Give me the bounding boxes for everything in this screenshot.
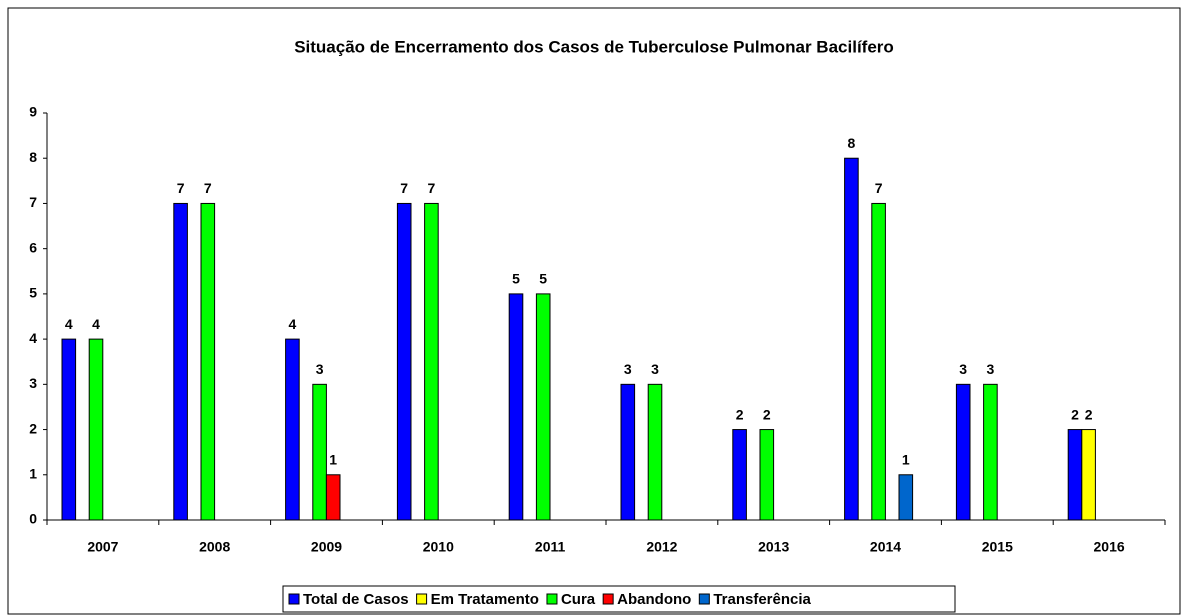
legend-label: Total de Casos bbox=[303, 591, 409, 608]
legend-label: Transferência bbox=[713, 591, 811, 608]
data-label: 3 bbox=[651, 361, 659, 377]
y-tick-label: 3 bbox=[29, 375, 37, 391]
legend-swatch bbox=[546, 593, 558, 605]
x-tick-label: 2012 bbox=[646, 539, 677, 555]
legend-box bbox=[282, 585, 956, 613]
x-tick-label: 2016 bbox=[1094, 539, 1125, 555]
legend-label: Cura bbox=[561, 591, 596, 608]
data-label: 7 bbox=[204, 180, 212, 196]
chart-title: Situação de Encerramento dos Casos de Tu… bbox=[294, 37, 894, 56]
bar bbox=[955, 383, 971, 521]
data-label: 7 bbox=[177, 180, 185, 196]
x-tick-label: 2008 bbox=[199, 539, 230, 555]
data-label: 8 bbox=[848, 135, 856, 151]
bar bbox=[61, 338, 77, 521]
data-label: 2 bbox=[1071, 406, 1079, 422]
data-label: 4 bbox=[92, 316, 100, 332]
data-label: 1 bbox=[902, 451, 910, 467]
legend-swatch bbox=[698, 593, 710, 605]
data-label: 5 bbox=[512, 271, 520, 287]
legend-swatch bbox=[288, 593, 300, 605]
x-tick-label: 2010 bbox=[423, 539, 454, 555]
bar bbox=[173, 202, 188, 521]
bar bbox=[325, 474, 341, 521]
bar bbox=[200, 202, 216, 521]
y-tick-label: 1 bbox=[29, 465, 37, 481]
data-label: 1 bbox=[329, 451, 337, 467]
bar bbox=[285, 338, 300, 521]
data-label: 3 bbox=[624, 361, 632, 377]
bar bbox=[620, 383, 636, 521]
bar bbox=[983, 383, 998, 521]
bar bbox=[535, 293, 551, 521]
bar bbox=[871, 202, 886, 521]
bar bbox=[732, 429, 747, 521]
bar bbox=[844, 157, 859, 521]
y-tick-label: 0 bbox=[29, 511, 37, 527]
bar bbox=[647, 383, 663, 521]
y-tick-label: 9 bbox=[29, 104, 37, 120]
bar bbox=[396, 202, 412, 521]
data-label: 7 bbox=[875, 180, 883, 196]
bar bbox=[508, 293, 524, 521]
data-label: 5 bbox=[539, 271, 547, 287]
legend-swatch bbox=[416, 593, 428, 605]
data-label: 2 bbox=[1085, 406, 1093, 422]
data-label: 3 bbox=[987, 361, 995, 377]
data-label: 2 bbox=[736, 406, 744, 422]
data-label: 4 bbox=[65, 316, 73, 332]
legend-label: Em Tratamento bbox=[431, 591, 539, 608]
bar bbox=[898, 474, 914, 521]
legend-swatch bbox=[602, 593, 614, 605]
y-tick-label: 4 bbox=[29, 330, 37, 346]
x-tick-label: 2007 bbox=[87, 539, 118, 555]
bar bbox=[1067, 429, 1083, 521]
x-tick-label: 2009 bbox=[311, 539, 342, 555]
x-tick-label: 2013 bbox=[758, 539, 789, 555]
data-label: 2 bbox=[763, 406, 771, 422]
x-tick-label: 2014 bbox=[870, 539, 901, 555]
x-tick-label: 2011 bbox=[535, 539, 566, 555]
legend-label: Abandono bbox=[617, 591, 691, 608]
bar bbox=[312, 383, 327, 521]
bar bbox=[759, 429, 775, 521]
y-tick-label: 5 bbox=[29, 285, 37, 301]
data-label: 7 bbox=[400, 180, 408, 196]
bar bbox=[424, 202, 439, 521]
x-tick-label: 2015 bbox=[982, 539, 1013, 555]
data-label: 4 bbox=[289, 316, 297, 332]
y-tick-label: 8 bbox=[29, 149, 37, 165]
data-label: 3 bbox=[316, 361, 324, 377]
y-tick-label: 7 bbox=[29, 194, 37, 210]
y-tick-label: 2 bbox=[29, 420, 37, 436]
bar bbox=[88, 338, 104, 521]
y-tick-label: 6 bbox=[29, 239, 37, 255]
data-label: 7 bbox=[428, 180, 436, 196]
bar bbox=[1081, 429, 1096, 521]
data-label: 3 bbox=[959, 361, 967, 377]
